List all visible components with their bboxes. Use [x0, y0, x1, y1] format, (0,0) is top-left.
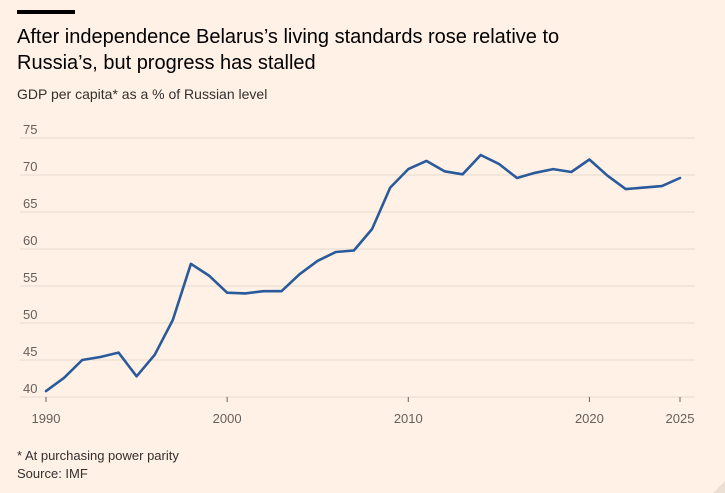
y-tick-label: 65 — [23, 196, 37, 211]
x-axis-ticks: 1990 2000 2010 2020 2025 — [32, 397, 695, 426]
corner-decoration — [713, 481, 725, 493]
series-lines — [44, 153, 682, 393]
y-tick-label: 55 — [23, 270, 37, 285]
x-tick-label: 2000 — [213, 411, 242, 426]
y-tick-label: 45 — [23, 344, 37, 359]
chart-subtitle: GDP per capita* as a % of Russian level — [17, 86, 268, 102]
x-tick-label: 1990 — [32, 411, 61, 426]
x-tick-label: 2025 — [666, 411, 695, 426]
y-tick-label: 70 — [23, 159, 37, 174]
series-line — [44, 153, 682, 393]
gridlines — [20, 137, 695, 398]
y-tick-label: 60 — [23, 233, 37, 248]
y-axis-ticks: 40 45 50 55 60 65 70 75 — [23, 122, 37, 396]
y-tick-label: 50 — [23, 307, 37, 322]
y-tick-label: 75 — [23, 122, 37, 137]
source-note: Source: IMF — [17, 466, 88, 481]
x-tick-label: 2020 — [575, 411, 604, 426]
x-tick-label: 2010 — [394, 411, 423, 426]
brand-bar — [17, 10, 75, 14]
chart-title: After independence Belarus’s living stan… — [17, 26, 560, 74]
y-tick-label: 40 — [23, 381, 37, 396]
footnote: * At purchasing power parity — [17, 448, 179, 463]
